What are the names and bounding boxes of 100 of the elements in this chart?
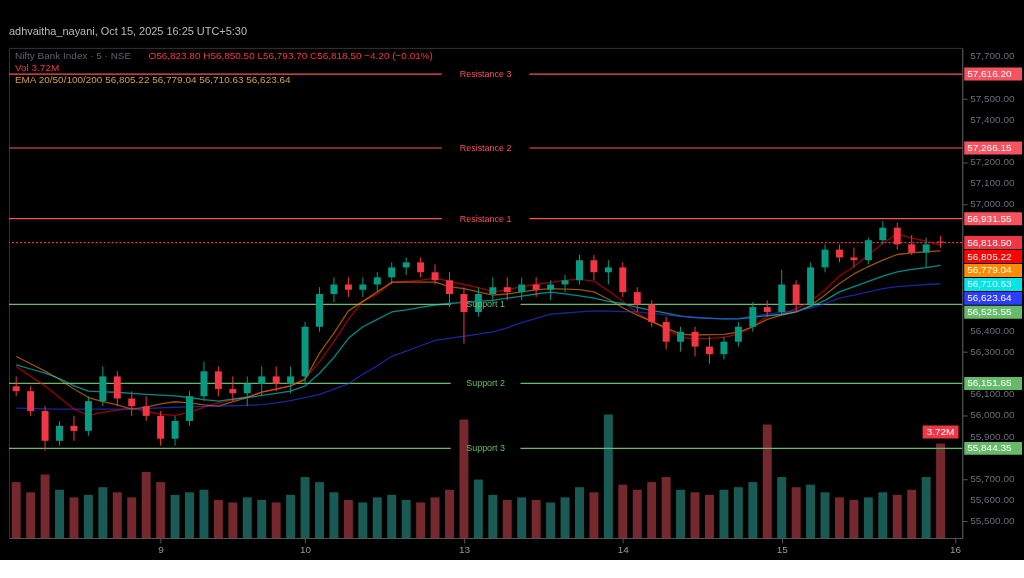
x-tick-label: 9 bbox=[158, 544, 165, 556]
y-tick-label: 55,600.00 bbox=[970, 493, 1015, 505]
candlestick bbox=[113, 370, 121, 407]
bar bbox=[647, 482, 657, 538]
annotation: O56,823.80 H56,850.50 L56,793.70 C56,818.50 −4.20 (−0.01%) bbox=[148, 49, 433, 61]
bar bbox=[199, 489, 209, 538]
bar bbox=[11, 482, 21, 538]
candlestick bbox=[272, 365, 280, 392]
bar bbox=[849, 499, 859, 538]
bar bbox=[69, 497, 79, 538]
candlestick bbox=[547, 279, 555, 301]
bar bbox=[502, 499, 512, 538]
chart-subtitle: adhvaitha_nayani, Oct 15, 2025 16:25 UTC+5:30 bbox=[8, 24, 248, 37]
bar bbox=[878, 492, 888, 538]
y-tick-label: 56,000.00 bbox=[970, 409, 1015, 421]
chart-title: Nifty Bank Index · 5 · NSE bbox=[14, 49, 132, 61]
bar bbox=[791, 487, 801, 538]
text: 56,779.04 bbox=[967, 264, 1012, 276]
y-tick-label: 55,500.00 bbox=[970, 515, 1015, 527]
bar bbox=[300, 477, 310, 538]
y-tick-label: 57,200.00 bbox=[970, 155, 1015, 167]
bar bbox=[892, 494, 902, 538]
candlestick bbox=[879, 220, 887, 245]
candlestick bbox=[648, 299, 656, 328]
candlestick bbox=[662, 316, 670, 351]
bar bbox=[213, 499, 223, 538]
bar bbox=[806, 484, 816, 538]
bar bbox=[271, 502, 281, 538]
bar bbox=[589, 492, 599, 538]
bar bbox=[531, 499, 541, 538]
candlestick bbox=[12, 375, 20, 397]
candlestick bbox=[792, 279, 800, 313]
candlestick bbox=[633, 286, 641, 313]
ref-line-label: Resistance 3 bbox=[459, 69, 512, 80]
bar bbox=[372, 497, 382, 538]
y-tick-label: 57,100.00 bbox=[970, 177, 1015, 189]
bar bbox=[445, 489, 454, 538]
candlestick bbox=[503, 276, 511, 301]
bar bbox=[343, 499, 353, 538]
bar bbox=[112, 492, 122, 538]
bar bbox=[257, 499, 267, 538]
candlestick bbox=[142, 395, 150, 422]
x-tick-label: 16 bbox=[949, 544, 962, 556]
bar bbox=[705, 494, 714, 538]
bar bbox=[690, 492, 700, 538]
candlestick bbox=[749, 301, 757, 333]
y-tick-label: 56,100.00 bbox=[970, 388, 1015, 400]
bar bbox=[546, 502, 556, 538]
candlestick bbox=[128, 390, 136, 417]
candlestick bbox=[157, 410, 165, 447]
bar bbox=[603, 414, 613, 538]
candlestick bbox=[27, 385, 35, 417]
candlestick bbox=[734, 321, 742, 348]
candlestick bbox=[821, 243, 829, 273]
bar bbox=[936, 443, 946, 538]
candlestick bbox=[850, 247, 858, 268]
y-tick-label: 55,700.00 bbox=[970, 472, 1015, 484]
bar bbox=[430, 497, 440, 538]
ref-line-label: Support 2 bbox=[466, 378, 506, 389]
bar bbox=[575, 487, 584, 538]
bar bbox=[98, 487, 108, 538]
y-tick-label: 57,000.00 bbox=[970, 198, 1015, 210]
bar bbox=[170, 494, 180, 538]
candlestick bbox=[388, 261, 396, 285]
candlestick bbox=[518, 276, 526, 301]
text: 57,616.20 bbox=[967, 68, 1012, 80]
bar bbox=[676, 489, 686, 538]
candlestick bbox=[56, 420, 63, 447]
bar bbox=[416, 502, 426, 538]
bar bbox=[329, 492, 339, 538]
bar bbox=[907, 489, 917, 538]
x-tick-label: 13 bbox=[458, 544, 471, 556]
x-tick-label: 14 bbox=[617, 544, 630, 556]
bar bbox=[286, 494, 296, 538]
candlestick bbox=[344, 276, 352, 298]
bar bbox=[358, 502, 368, 538]
candlestick bbox=[922, 237, 930, 268]
candlestick bbox=[243, 375, 251, 407]
candlestick bbox=[258, 365, 266, 397]
candlestick bbox=[70, 415, 78, 442]
bar bbox=[762, 424, 772, 538]
bar bbox=[488, 494, 498, 538]
bar bbox=[83, 494, 93, 538]
candlestick bbox=[171, 415, 179, 447]
candlestick bbox=[604, 259, 612, 285]
text: 56,818.50 bbox=[967, 236, 1012, 248]
x-tick-label: 10 bbox=[300, 544, 312, 556]
y-tick-label: 55,900.00 bbox=[970, 430, 1015, 442]
ref-line-label: Resistance 2 bbox=[459, 142, 512, 153]
candlestick bbox=[229, 375, 237, 402]
candlestick bbox=[720, 336, 728, 360]
candlestick bbox=[417, 256, 425, 278]
candlestick bbox=[864, 237, 872, 265]
bar bbox=[387, 494, 397, 538]
candlestick bbox=[359, 276, 367, 298]
x-tick-label: 15 bbox=[776, 544, 789, 556]
bar bbox=[661, 477, 671, 538]
text: 57,266.15 bbox=[967, 141, 1012, 153]
candlestick bbox=[561, 274, 569, 293]
text: 56,805.22 bbox=[967, 250, 1012, 262]
